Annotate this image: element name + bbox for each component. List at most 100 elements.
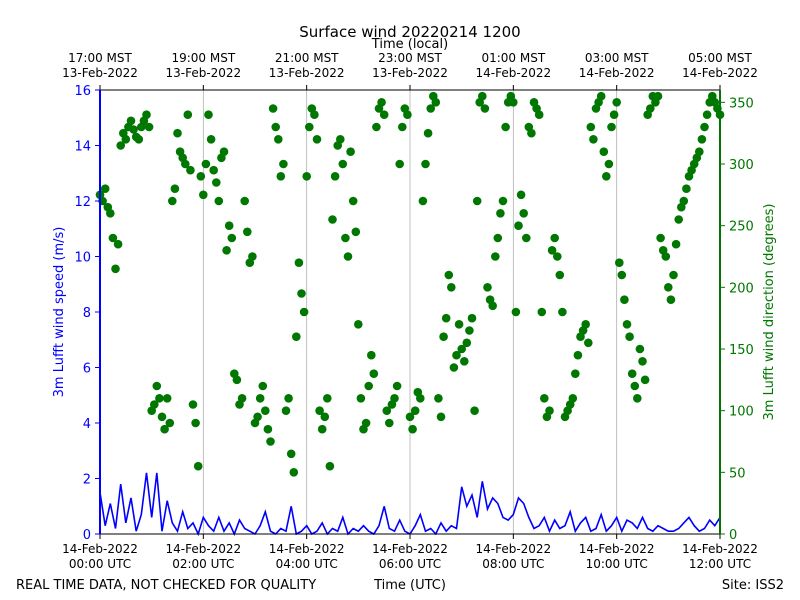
direction-point [664,283,673,292]
direction-point [204,110,213,119]
direction-point [152,381,162,391]
direction-point [589,135,598,144]
direction-point [276,172,286,181]
x-tick-label-time: 04:00 UTC [276,557,338,571]
x-tick-label-date: 14-Feb-2022 [682,542,758,556]
direction-point [633,394,642,403]
direction-point [320,412,330,422]
direction-point [330,172,340,181]
direction-point [395,159,405,169]
direction-point [372,122,381,132]
direction-point [441,313,451,323]
direction-point [297,289,306,298]
direction-point [346,147,355,156]
direction-point [142,110,151,119]
direction-point [188,400,198,409]
direction-point [266,437,275,446]
direction-point [155,394,164,403]
direction-point [573,350,583,360]
direction-point [653,91,663,101]
direction-point [116,141,125,150]
direction-point [568,394,578,403]
direction-point [351,227,361,237]
direction-point [491,252,500,261]
direction-point [121,135,131,144]
top-tick-label-date: 14-Feb-2022 [682,66,758,80]
direction-point [292,332,301,342]
top-tick-label-date: 13-Feb-2022 [372,66,448,80]
direction-point [144,122,154,132]
direction-point [436,412,446,422]
direction-point [317,424,327,434]
quality-note: REAL TIME DATA, NOT CHECKED FOR QUALITY [16,578,316,593]
direction-point [514,221,523,230]
direction-point [555,270,565,280]
direction-point [361,418,371,428]
direction-point [449,363,459,372]
direction-point [457,344,467,354]
top-tick-label-time: 23:00 MST [378,51,442,65]
direction-point [222,246,231,255]
direction-point [421,159,430,169]
direction-point [478,91,487,101]
y-tick-label-left: 14 [74,140,91,155]
direction-point [472,196,482,206]
y-tick-label-left: 10 [74,251,91,266]
direction-point [480,104,490,113]
direction-point [462,338,472,348]
top-tick-label-date: 13-Feb-2022 [269,66,345,80]
top-tick-label-time: 19:00 MST [171,51,235,65]
direction-point [625,332,634,342]
direction-point [697,135,707,144]
direction-point [160,424,169,434]
direction-point [493,233,503,243]
direction-point [328,215,337,224]
direction-point [271,122,281,132]
direction-point [286,449,296,459]
direction-point [364,381,374,391]
direction-point [470,406,479,416]
direction-point [367,350,376,360]
direction-point [170,184,180,193]
direction-point [410,406,420,416]
x-tick-label-date: 14-Feb-2022 [165,542,241,556]
y-tick-label-right: 200 [729,281,754,296]
direction-point [465,326,474,335]
direction-point [310,110,319,119]
direction-point [325,461,335,471]
direction-point [237,394,247,403]
y-tick-label-left: 2 [83,473,91,488]
direction-point [157,412,167,422]
direction-point [129,125,138,134]
y-tick-label-right: 350 [729,96,754,111]
direction-point [516,190,526,200]
direction-point [323,394,332,403]
direction-point [150,400,159,409]
direction-point [553,252,562,261]
direction-point [656,233,665,243]
direction-point [343,252,353,261]
direction-point [356,394,366,403]
direction-point [173,128,182,138]
top-tick-label-time: 01:00 MST [481,51,545,65]
direction-point [354,320,363,329]
direction-point [398,122,407,132]
direction-point [416,394,425,403]
y-tick-label-left: 4 [83,417,91,432]
direction-point [405,412,415,422]
direction-point [620,295,629,305]
y-tick-label-right: 250 [729,220,754,235]
direction-point [431,98,441,107]
direction-point [527,128,536,138]
direction-point [581,320,590,329]
direction-point [439,332,448,342]
y-tick-label-right: 100 [729,405,754,420]
direction-point [596,91,606,101]
x-axis-label: Time (UTC) [373,578,446,593]
direction-point [418,196,428,206]
direction-series [95,91,725,477]
direction-point [584,338,593,348]
y-tick-label-left: 12 [74,195,91,210]
direction-point [281,406,291,416]
direction-point [243,227,252,237]
